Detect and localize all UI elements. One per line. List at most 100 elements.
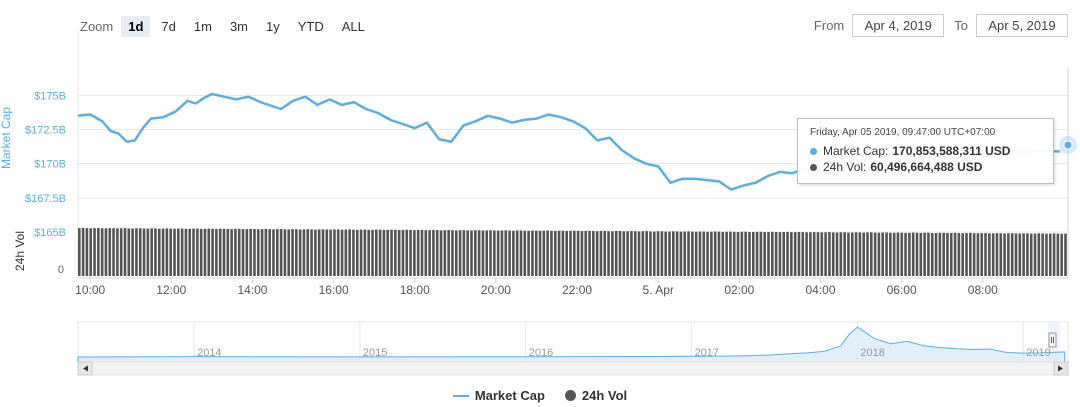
volume-bar	[938, 232, 942, 276]
volume-bar	[713, 231, 717, 276]
legend-label-volume: 24h Vol	[581, 388, 628, 403]
volume-bar	[919, 233, 923, 276]
volume-bar	[428, 230, 431, 276]
volume-bar	[1033, 233, 1037, 276]
volume-bar	[873, 232, 877, 276]
volume-bar	[866, 232, 869, 276]
volume-bar	[592, 231, 595, 276]
volume-bar	[1014, 233, 1018, 276]
volume-bar	[927, 232, 930, 276]
scrollbar-right-arrow-icon	[1058, 365, 1063, 372]
volume-bar	[538, 230, 542, 276]
navigator-handle[interactable]	[1048, 332, 1057, 348]
to-date-input[interactable]: Apr 5, 2019	[976, 14, 1068, 37]
volume-bar	[942, 232, 945, 276]
volume-bar	[771, 231, 774, 276]
volume-bar	[630, 231, 633, 276]
volume-bar	[641, 231, 645, 276]
volume-bar	[854, 232, 858, 276]
zoom-ytd-button[interactable]: YTD	[297, 18, 324, 34]
volume-bar	[146, 228, 150, 276]
volume-bar	[706, 231, 709, 276]
volume-bar	[142, 228, 146, 276]
volume-bar	[397, 230, 401, 276]
volume-bar	[378, 229, 382, 276]
volume-bar	[542, 230, 546, 276]
volume-bar	[900, 232, 904, 276]
volume-bar	[515, 230, 519, 276]
volume-bar	[839, 232, 843, 276]
volume-bar	[215, 229, 218, 276]
volume-bar	[276, 229, 279, 276]
volume-bar	[192, 228, 195, 276]
zoom-3m-button[interactable]: 3m	[229, 18, 248, 34]
volume-bar	[949, 233, 953, 276]
volume-bar	[946, 233, 949, 276]
x-tick-label: 22:00	[562, 283, 592, 297]
x-axis-ticks: 10:00 12:00 14:00 16:00 18:00 20:00 22:00 5. Ap…	[75, 278, 998, 297]
tooltip-volume-row: 24h Vol: 60,496,664,488 USD	[810, 160, 982, 174]
y-axis-ticks: $175B $172.5B $170B $167.5B $165B	[25, 90, 66, 239]
volume-bar	[1056, 233, 1060, 276]
volume-bar	[420, 229, 424, 276]
volume-bar	[386, 229, 390, 276]
volume-bar	[588, 230, 591, 276]
zoom-1y-button[interactable]: 1y	[266, 18, 280, 34]
volume-bar	[256, 229, 260, 276]
zoom-all-button[interactable]: ALL	[341, 18, 365, 34]
x-tick-label: 02:00	[724, 283, 754, 297]
volume-bar	[477, 230, 481, 276]
volume-bar	[870, 232, 873, 276]
volume-bar	[828, 232, 831, 276]
legend-item-volume[interactable]: 24h Vol	[564, 388, 628, 403]
volume-bar	[683, 231, 687, 276]
volume-bar	[218, 228, 222, 276]
legend-item-market-cap[interactable]: Market Cap	[452, 388, 545, 403]
zoom-1m-button[interactable]: 1m	[193, 18, 212, 34]
volume-bar	[485, 230, 489, 276]
volume-bar	[850, 232, 854, 276]
volume-bar	[329, 229, 332, 276]
navigator-year-label: 2016	[529, 347, 553, 359]
volume-bar	[527, 230, 530, 276]
volume-bar	[767, 232, 770, 276]
volume-bar	[245, 229, 249, 276]
volume-bar	[81, 227, 85, 276]
volume-bar	[97, 228, 100, 276]
volume-bar	[512, 230, 515, 276]
volume-bar	[805, 232, 808, 276]
volume-bar	[264, 228, 268, 276]
volume-bar	[519, 230, 523, 276]
volume-bar	[744, 231, 747, 276]
volume-bar	[565, 230, 568, 276]
volume-bar	[504, 230, 508, 276]
scrollbar-track[interactable]	[77, 361, 1069, 376]
from-date-input[interactable]: Apr 4, 2019	[852, 14, 945, 37]
volume-bar	[710, 231, 713, 276]
volume-bar	[1010, 233, 1014, 276]
volume-bar	[348, 229, 351, 276]
volume-bar	[885, 232, 888, 276]
zoom-7d-button[interactable]: 7d	[161, 18, 176, 34]
x-tick-label: 20:00	[481, 283, 511, 297]
volume-bar	[314, 229, 317, 276]
volume-bar	[112, 228, 115, 276]
volume-bar	[123, 228, 127, 276]
volume-bar	[100, 228, 104, 276]
volume-bar	[355, 229, 359, 276]
volume-bar	[774, 232, 778, 276]
volume-bar	[725, 231, 728, 276]
volume-bar	[550, 230, 553, 276]
volume-bar	[306, 229, 310, 276]
volume-bar	[793, 232, 797, 276]
volume-bar	[904, 232, 907, 276]
navigator-year-label: 2019	[1026, 347, 1050, 359]
volume-bar	[953, 232, 957, 276]
volume-bar	[645, 231, 648, 276]
volume-bar	[409, 230, 412, 276]
volume-bar	[934, 233, 938, 276]
volume-bar	[637, 231, 641, 276]
from-label: From	[813, 18, 845, 33]
volume-bar	[470, 230, 473, 276]
zoom-1d-button[interactable]: 1d	[121, 15, 151, 37]
